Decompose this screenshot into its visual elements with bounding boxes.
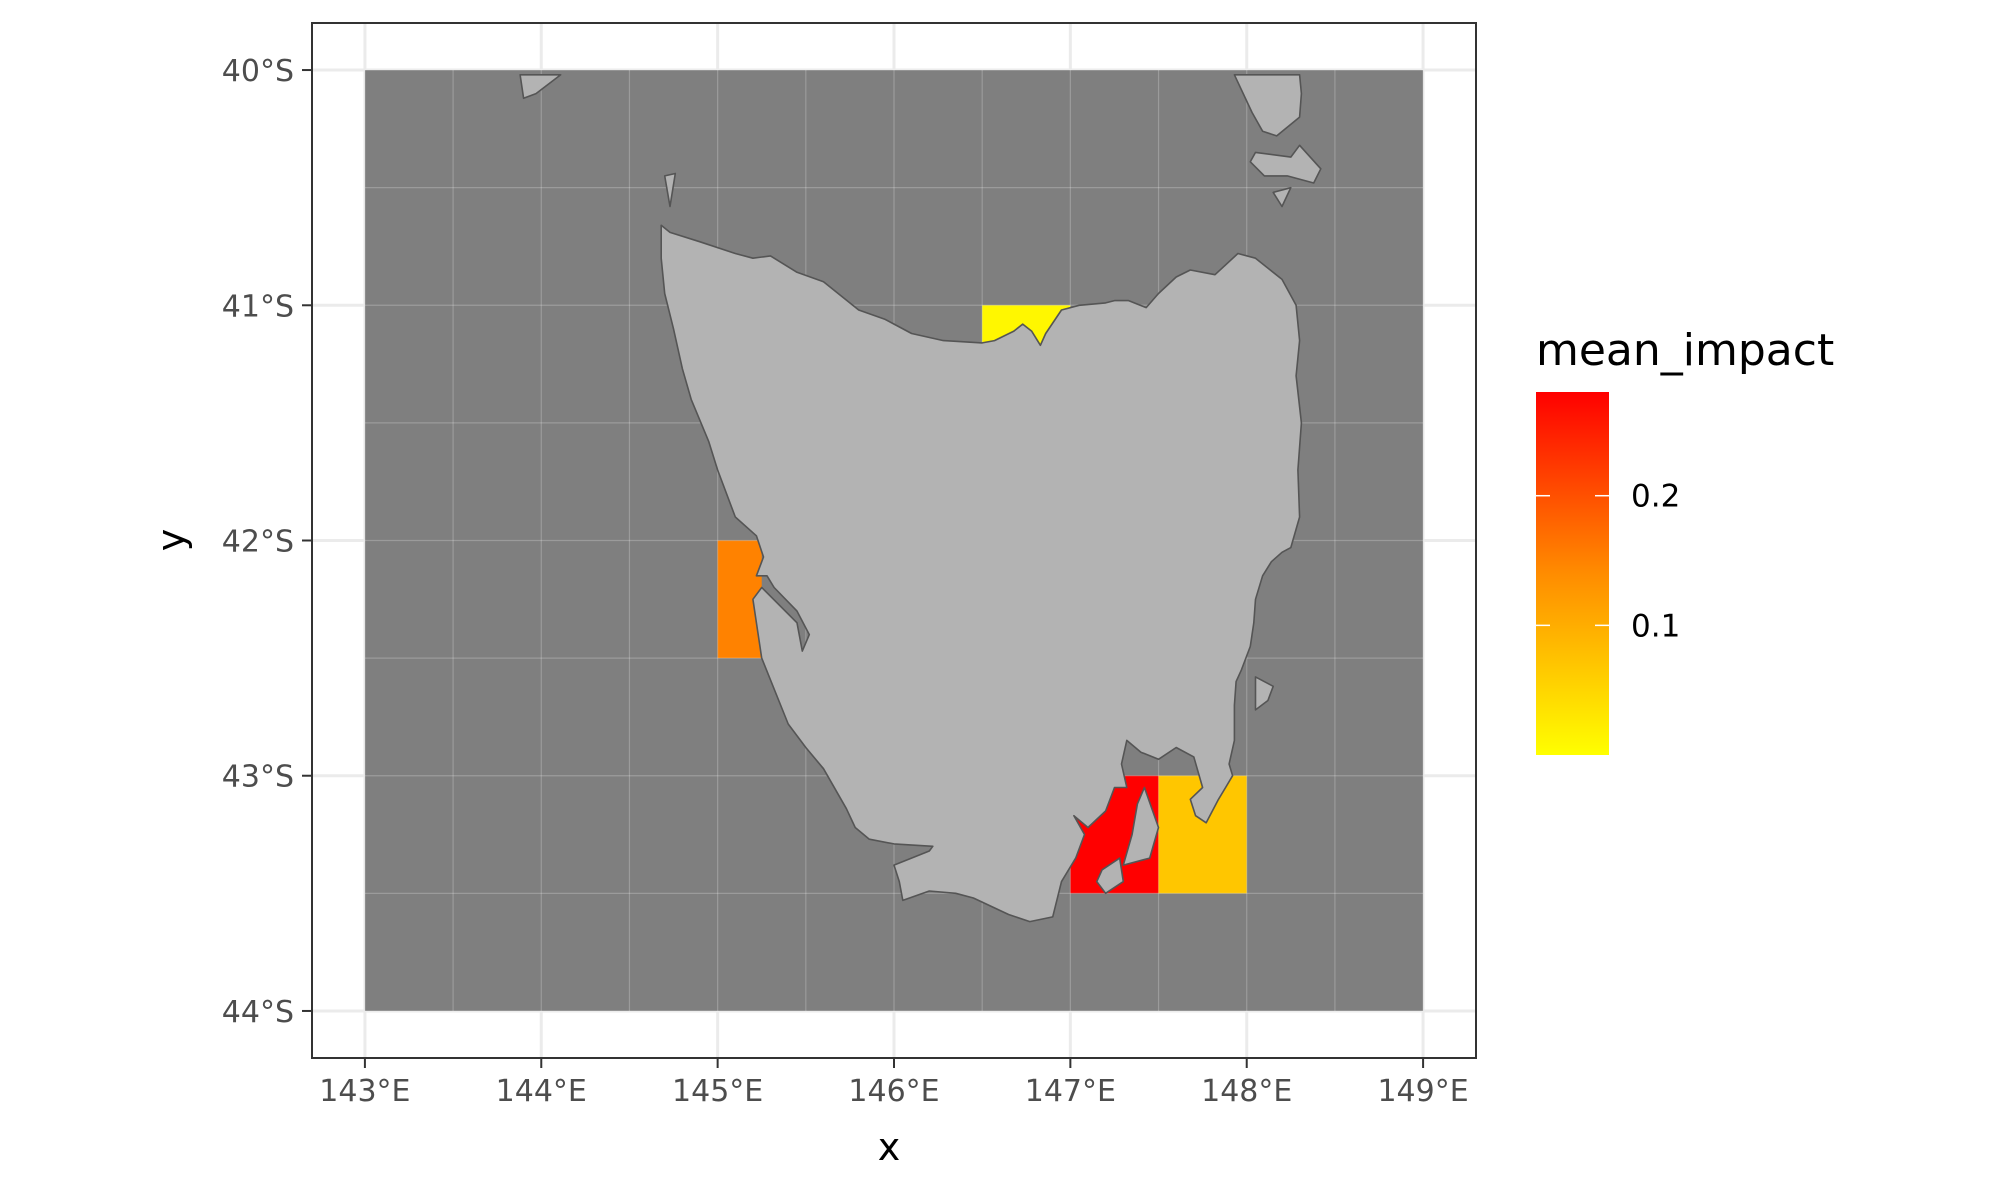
x-tick-label-3: 146°E — [848, 1074, 939, 1109]
y-tick-label-2: 42°S — [222, 525, 294, 560]
x-tick-label-4: 147°E — [1025, 1074, 1116, 1109]
y-axis-title: y — [149, 529, 193, 552]
x-tick-label-1: 144°E — [496, 1074, 587, 1109]
legend-tick-label-0: 0.2 — [1631, 479, 1680, 515]
x-tick-label-2: 145°E — [672, 1074, 763, 1109]
legend-tick-label-1: 0.1 — [1631, 608, 1680, 644]
x-axis-title: x — [878, 1125, 901, 1169]
y-tick-label-1: 41°S — [222, 289, 294, 324]
x-tick-label-0: 143°E — [319, 1074, 410, 1109]
legend-colorbar — [1536, 392, 1609, 755]
y-tick-label-4: 44°S — [222, 995, 294, 1030]
map-panel — [312, 23, 1476, 1058]
legend-title: mean_impact — [1536, 325, 1834, 376]
x-tick-label-5: 148°E — [1201, 1074, 1292, 1109]
y-tick-label-3: 43°S — [222, 760, 294, 795]
x-tick-label-6: 149°E — [1377, 1074, 1468, 1109]
y-tick-label-0: 40°S — [222, 54, 294, 89]
